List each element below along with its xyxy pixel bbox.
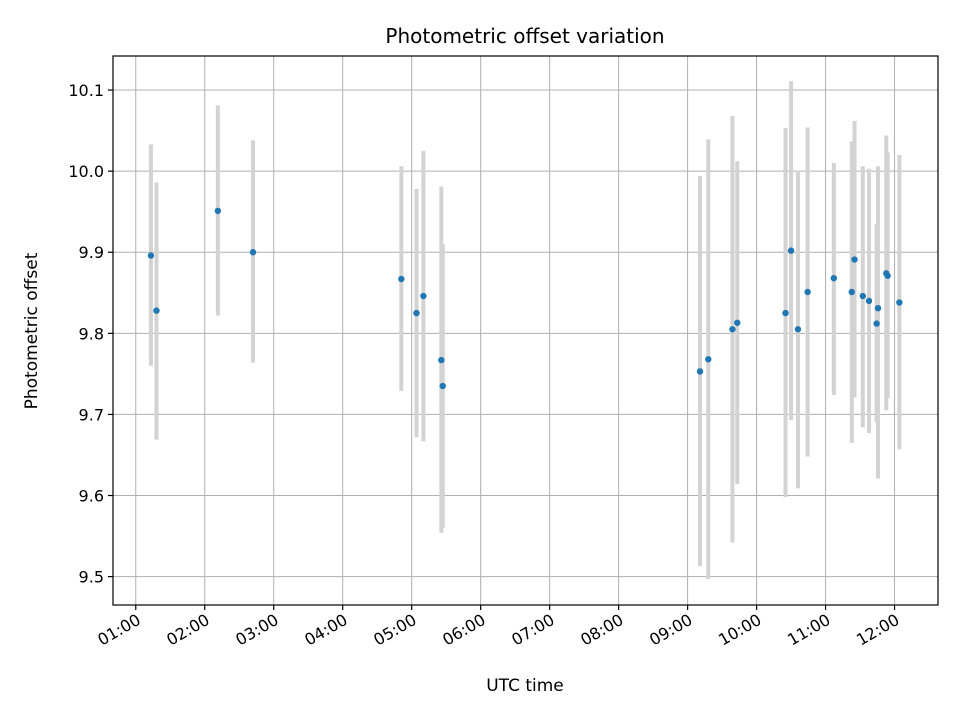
data-point [873, 320, 880, 327]
y-tick-label: 9.9 [79, 243, 104, 262]
y-tick-label: 9.6 [79, 487, 104, 506]
data-point [830, 274, 838, 282]
data-point [729, 326, 736, 333]
y-tick-label: 10.1 [68, 81, 104, 100]
data-point [787, 247, 795, 254]
data-point [794, 326, 802, 333]
plot-frame [112, 55, 939, 606]
data-point [804, 288, 811, 296]
data-point [420, 292, 427, 300]
data-point [214, 207, 222, 215]
data-point [734, 319, 741, 326]
data-point [782, 309, 789, 317]
data-point [859, 292, 867, 300]
data-point [438, 356, 445, 364]
chart-title: Photometric offset variation [385, 24, 664, 48]
data-point [413, 309, 420, 317]
y-tick-label: 9.7 [79, 405, 104, 424]
y-tick-label: 10.0 [68, 162, 104, 181]
data-point [884, 272, 891, 279]
y-tick-label: 9.8 [79, 324, 104, 343]
data-point [896, 299, 903, 306]
x-axis-label: UTC time [486, 676, 564, 696]
data-points [147, 207, 903, 390]
data-point [874, 304, 882, 312]
data-point [865, 297, 873, 305]
data-point [147, 252, 155, 259]
data-point [696, 368, 704, 375]
data-point [848, 288, 855, 296]
y-tick-label: 9.5 [79, 568, 104, 587]
data-point [705, 356, 712, 363]
data-point [249, 249, 257, 256]
y-axis-label: Photometric offset [22, 252, 42, 409]
data-point [851, 256, 858, 263]
data-point [439, 382, 446, 390]
data-point [398, 275, 405, 283]
y-axis: 9.5 9.6 9.7 9.8 9.9 10.0 10.1 [68, 81, 113, 587]
grid [113, 56, 938, 605]
data-point [153, 307, 160, 314]
